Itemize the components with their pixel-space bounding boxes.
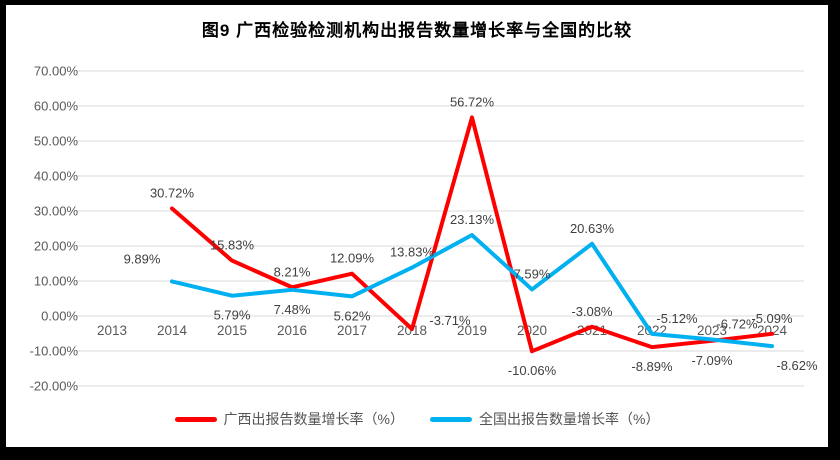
x-axis-year-label: 2013 (97, 323, 127, 338)
legend-item-guangxi: 广西出报告数量增长率（%） (174, 409, 404, 429)
y-axis-tick-label: 30.00% (34, 204, 79, 219)
data-label-national: -5.12% (656, 311, 698, 326)
x-axis-year-label: 2017 (337, 323, 367, 338)
data-label-guangxi: 8.21% (274, 264, 311, 279)
x-axis-year-label: 2020 (517, 323, 547, 338)
data-label-guangxi: -3.08% (571, 304, 613, 319)
series-line-guangxi (170, 115, 774, 354)
y-axis-tick-label: 40.00% (34, 169, 79, 184)
data-label-national: 9.89% (124, 251, 161, 266)
data-label-national: 7.59% (514, 266, 551, 281)
y-axis-tick-label: -10.00% (30, 344, 79, 359)
data-label-guangxi: -7.09% (691, 353, 733, 368)
plot-area: 70.00% 60.00% 50.00% 40.00% 30.00% 20.00% 10.0… (30, 64, 818, 394)
data-label-national: 13.83% (390, 245, 435, 260)
data-label-national: 23.13% (450, 212, 495, 227)
series-line-national (170, 233, 774, 349)
data-label-national: 5.79% (214, 308, 251, 323)
chart-legend: 广西出报告数量增长率（%） 全国出报告数量增长率（%） (6, 409, 828, 429)
data-label-guangxi: -8.89% (631, 359, 673, 374)
data-label-guangxi: -3.71% (429, 313, 471, 328)
chart-title: 图9 广西检验检测机构出报告数量增长率与全国的比较 (201, 21, 633, 40)
x-axis-year-label: 2019 (457, 323, 487, 338)
y-axis-tick-label: 50.00% (34, 134, 79, 149)
x-axis-year-label: 2023 (697, 323, 727, 338)
y-axis-tick-label: 10.00% (34, 274, 79, 289)
data-label-guangxi: 15.83% (210, 238, 255, 253)
x-axis-year-label: 2014 (157, 323, 188, 338)
y-axis-tick-label: 60.00% (34, 99, 79, 114)
data-label-national: -6.72% (716, 317, 758, 332)
national-line-swatch (430, 416, 472, 422)
x-axis-year-label: 2015 (217, 323, 247, 338)
y-axis-tick-label: 70.00% (34, 64, 79, 79)
y-axis-tick-label: -20.00% (30, 379, 79, 394)
legend-item-national: 全国出报告数量增长率（%） (430, 409, 659, 429)
data-label-national: -8.62% (776, 358, 818, 373)
data-label-guangxi: -5.09% (751, 311, 793, 326)
x-axis-year-label: 2021 (577, 323, 607, 338)
guangxi-line-swatch (174, 416, 217, 422)
y-axis-tick-label: 0.00% (41, 309, 78, 324)
data-label-national: 20.63% (570, 221, 615, 236)
data-label-guangxi: 12.09% (330, 251, 375, 266)
data-label-guangxi: -10.06% (508, 363, 557, 378)
data-label-guangxi: 30.72% (150, 185, 195, 200)
data-label-guangxi: 56.72% (450, 94, 495, 109)
x-axis-year-label: 2016 (277, 323, 307, 338)
data-label-national: 5.62% (334, 308, 371, 323)
data-label-national: 7.48% (274, 302, 311, 317)
legend-label-national: 全国出报告数量增长率（%） (479, 411, 660, 427)
y-axis-tick-label: 20.00% (34, 239, 79, 254)
chart-canvas: 图9 广西检验检测机构出报告数量增长率与全国的比较 70.00% 60.00% 50… (6, 5, 828, 447)
legend-label-guangxi: 广西出报告数量增长率（%） (223, 411, 404, 427)
